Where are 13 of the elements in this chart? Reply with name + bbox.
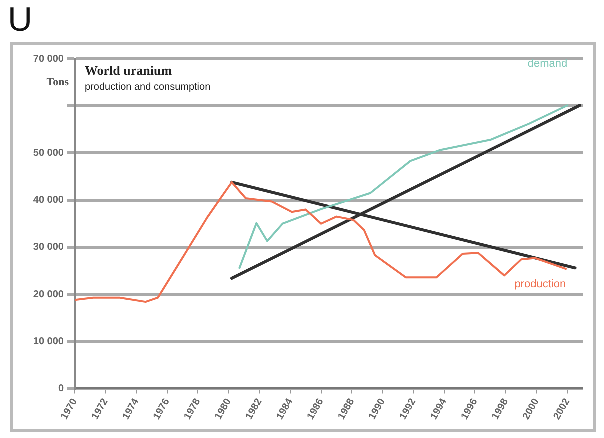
y-tick-label: 50 000	[33, 148, 64, 159]
series-label: production	[514, 278, 566, 291]
y-tick-label: 20 000	[33, 289, 64, 300]
text: demand	[528, 58, 568, 70]
y-tick-label: 10 000	[33, 336, 64, 348]
annotation: production and consumption	[85, 82, 211, 93]
chart-subtitle: World uranium	[85, 62, 172, 78]
y-axis-title: Tons	[46, 76, 70, 88]
y-tick-label: 70 000	[33, 54, 64, 65]
y-tick-label: 0	[58, 383, 64, 394]
y-tick-label: 40 000	[33, 195, 64, 206]
chart-title: U	[8, 0, 33, 40]
y-tick-label: 30 000	[33, 242, 64, 254]
